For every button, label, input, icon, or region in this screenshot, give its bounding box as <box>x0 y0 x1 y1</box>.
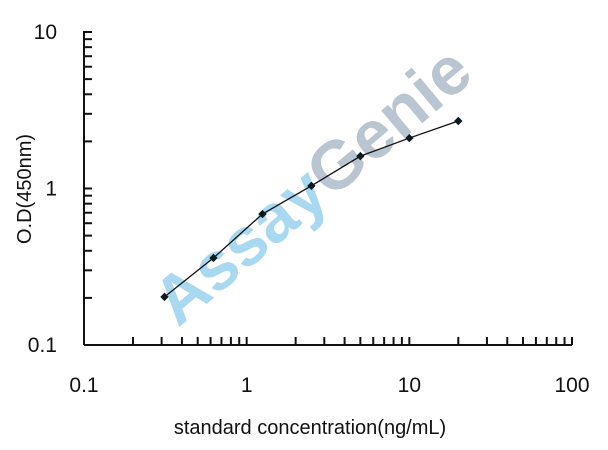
x-axis-title: standard concentration(ng/mL) <box>174 417 446 439</box>
data-point-marker <box>209 253 218 263</box>
y-axis-title: O.D(450nm) <box>14 134 36 244</box>
x-tick-label: 10 <box>398 374 421 397</box>
data-point-marker <box>307 181 316 191</box>
x-tick-label: 100 <box>554 374 589 397</box>
tick-labels: 0.1 1 10 100 0.1 1 10 <box>28 21 590 397</box>
data-point-marker <box>160 292 169 302</box>
x-tick-label: 1 <box>241 374 253 397</box>
data-point-marker <box>405 133 414 143</box>
y-tick-label: 1 <box>45 178 57 201</box>
y-tick-label: 10 <box>34 21 57 44</box>
data-series <box>160 116 463 302</box>
x-tick-label: 0.1 <box>69 374 98 397</box>
watermark-assay: Assay <box>139 152 341 339</box>
axis-ticks <box>84 31 573 345</box>
y-tick-label: 0.1 <box>28 334 57 357</box>
data-point-marker <box>454 116 463 126</box>
data-point-marker <box>356 151 365 161</box>
data-point-marker <box>258 209 267 219</box>
